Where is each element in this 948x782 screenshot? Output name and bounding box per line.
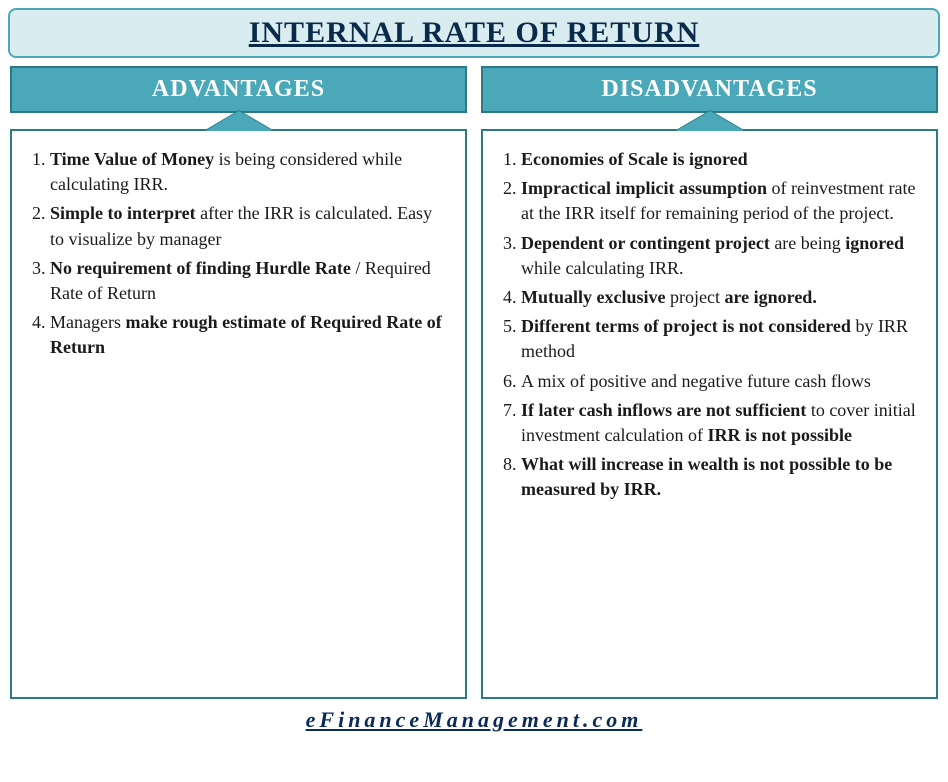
list-item: Dependent or contingent project are bein… bbox=[521, 231, 918, 281]
disadvantages-list: Economies of Scale is ignored Impractical… bbox=[497, 147, 918, 502]
advantages-body: Time Value of Money is being considered … bbox=[10, 129, 467, 699]
list-item: What will increase in wealth is not poss… bbox=[521, 452, 918, 502]
list-item: Time Value of Money is being considered … bbox=[50, 147, 447, 197]
main-title: INTERNAL RATE OF RETURN bbox=[8, 8, 940, 58]
list-item: Managers make rough estimate of Required… bbox=[50, 310, 447, 360]
advantages-column: ADVANTAGES Time Value of Money is being … bbox=[10, 66, 467, 699]
list-item: If later cash inflows are not sufficient… bbox=[521, 398, 918, 448]
disadvantages-heading: DISADVANTAGES bbox=[481, 66, 938, 113]
disadvantages-column: DISADVANTAGES Economies of Scale is igno… bbox=[481, 66, 938, 699]
disadvantages-body: Economies of Scale is ignored Impractical… bbox=[481, 129, 938, 699]
columns-container: ADVANTAGES Time Value of Money is being … bbox=[8, 66, 940, 699]
list-item: Different terms of project is not consid… bbox=[521, 314, 918, 364]
list-item: No requirement of finding Hurdle Rate / … bbox=[50, 256, 447, 306]
list-item: Economies of Scale is ignored bbox=[521, 147, 918, 172]
list-item: A mix of positive and negative future ca… bbox=[521, 369, 918, 394]
list-item: Mutually exclusive project are ignored. bbox=[521, 285, 918, 310]
footer-link[interactable]: eFinanceManagement.com bbox=[8, 707, 940, 733]
advantages-list: Time Value of Money is being considered … bbox=[26, 147, 447, 361]
list-item: Simple to interpret after the IRR is cal… bbox=[50, 201, 447, 251]
arrow-up-right bbox=[481, 111, 938, 131]
arrow-up-left bbox=[10, 111, 467, 131]
list-item: Impractical implicit assumption of reinv… bbox=[521, 176, 918, 226]
advantages-heading: ADVANTAGES bbox=[10, 66, 467, 113]
